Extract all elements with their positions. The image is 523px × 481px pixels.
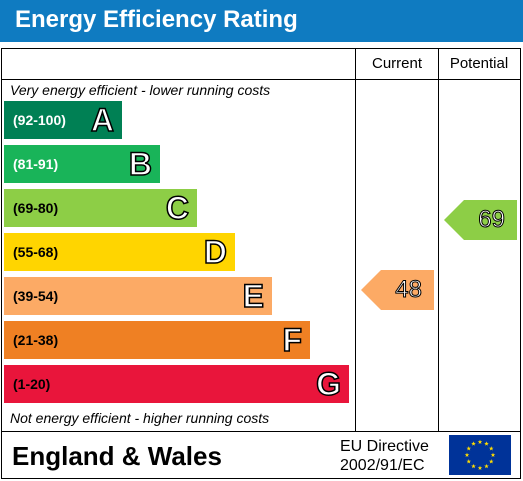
header-bar: Energy Efficiency Rating bbox=[0, 0, 523, 42]
eu-flag-icon bbox=[449, 435, 511, 475]
flag-star bbox=[464, 452, 470, 457]
arrow-shape bbox=[361, 270, 434, 310]
band-g: (1-20) G bbox=[4, 365, 349, 403]
band-b: (81-91) B bbox=[4, 145, 160, 183]
band-letter: D bbox=[203, 233, 228, 271]
current-rating-value: 48 bbox=[395, 276, 423, 304]
band-e: (39-54) E bbox=[4, 277, 272, 315]
band-letter: A bbox=[90, 101, 115, 139]
band-range-label: (21-38) bbox=[13, 332, 59, 348]
page-title: Energy Efficiency Rating bbox=[15, 6, 298, 33]
band-letter: G bbox=[315, 365, 341, 403]
column-divider bbox=[438, 48, 439, 431]
top-note: Very energy efficient - lower running co… bbox=[10, 82, 271, 98]
arrow-shape bbox=[444, 200, 517, 240]
band-a: (92-100) A bbox=[4, 101, 122, 139]
band-letter: B bbox=[128, 145, 153, 183]
rating-table bbox=[1, 48, 521, 479]
current-rating-arrow: 48 bbox=[361, 270, 434, 310]
band-range-label: (81-91) bbox=[13, 156, 59, 172]
band-letter: F bbox=[282, 321, 303, 359]
band-range-label: (69-80) bbox=[13, 200, 59, 216]
flag-star bbox=[488, 459, 494, 464]
band-range-label: (1-20) bbox=[13, 376, 51, 392]
band-c: (69-80) C bbox=[4, 189, 197, 227]
header-row-divider bbox=[1, 79, 520, 80]
bottom-note: Not energy efficient - higher running co… bbox=[10, 410, 270, 426]
directive-line-1: EU Directive bbox=[340, 438, 429, 455]
flag-star bbox=[471, 441, 476, 446]
potential-rating-arrow: 69 bbox=[444, 200, 517, 240]
region-label: England & Wales bbox=[12, 441, 222, 471]
band-letter: C bbox=[165, 189, 190, 227]
flag-star bbox=[490, 452, 496, 457]
directive-line-2: 2002/91/EC bbox=[340, 457, 425, 474]
flag-star bbox=[477, 439, 483, 444]
flag-star bbox=[484, 463, 489, 469]
flag-star bbox=[466, 459, 472, 464]
column-divider bbox=[355, 48, 356, 431]
flag-star bbox=[471, 463, 476, 469]
flag-star bbox=[466, 446, 472, 451]
band-range-label: (55-68) bbox=[13, 244, 59, 260]
flag-star bbox=[488, 446, 494, 451]
potential-column-header: Potential bbox=[449, 55, 509, 72]
band-letter: E bbox=[242, 277, 265, 315]
flag-star bbox=[477, 465, 483, 470]
current-column-header: Current bbox=[371, 55, 423, 72]
footer-divider bbox=[1, 431, 520, 432]
flag-star bbox=[484, 441, 489, 446]
band-d: (55-68) D bbox=[4, 233, 235, 271]
band-range-label: (39-54) bbox=[13, 288, 59, 304]
potential-rating-value: 69 bbox=[478, 206, 506, 234]
band-range-label: (92-100) bbox=[13, 112, 66, 128]
band-f: (21-38) F bbox=[4, 321, 310, 359]
